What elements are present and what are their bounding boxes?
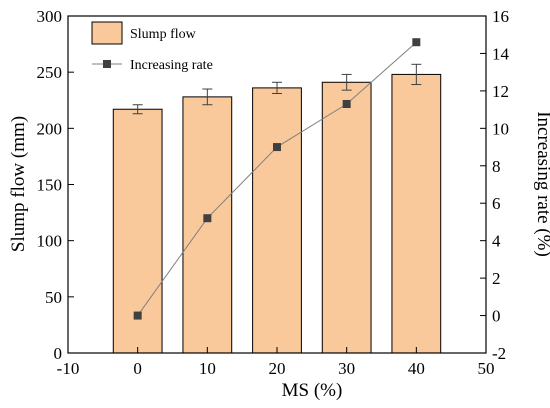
- legend-label-slump-flow: Slump flow: [130, 27, 197, 42]
- y-right-tick-label: 12: [492, 82, 509, 101]
- x-axis-label: MS (%): [282, 380, 343, 401]
- y-right-tick-label: 6: [492, 194, 501, 213]
- point-increasing-rate: [412, 38, 421, 47]
- bars-layer: [112, 73, 442, 354]
- y-left-tick-label: 200: [37, 119, 63, 138]
- y-right-tick-label: 14: [492, 44, 510, 63]
- x-tick-label: 40: [408, 359, 425, 378]
- bar-slump-flow: [182, 96, 233, 354]
- y-right-tick-label: 10: [492, 119, 509, 138]
- y-left-tick-label: 250: [37, 63, 63, 82]
- legend-marker-increasing-rate: [103, 60, 111, 68]
- error-bars-layer: [132, 63, 422, 115]
- x-tick-label: 10: [199, 359, 216, 378]
- y-right-tick-label: 2: [492, 269, 501, 288]
- y-left-tick-label: 150: [37, 176, 63, 195]
- y-left-tick-label: 100: [37, 232, 63, 251]
- bar-slump-flow: [391, 73, 442, 354]
- y-right-tick-label: 4: [492, 232, 501, 251]
- x-tick-label: 20: [269, 359, 286, 378]
- legend: Slump flow Increasing rate: [91, 21, 213, 73]
- point-increasing-rate: [342, 99, 351, 108]
- x-tick-label: 30: [338, 359, 355, 378]
- y-left-tick-label: 50: [45, 288, 62, 307]
- y-right-tick-label: -2: [492, 344, 506, 363]
- y-axis-left-label: Slump flow (mm): [8, 116, 29, 252]
- point-increasing-rate: [133, 311, 142, 320]
- legend-label-increasing-rate: Increasing rate: [130, 58, 213, 73]
- rate-line-layer: [133, 38, 421, 320]
- y-left-tick-label: 0: [54, 344, 63, 363]
- bar-slump-flow: [321, 81, 372, 354]
- legend-swatch-slump-flow: [91, 21, 123, 45]
- axis-ticks-layer: -10 0 10 20 30 40 50050100150200250300-2024681…: [37, 7, 510, 378]
- bar-slump-flow: [252, 87, 302, 354]
- x-tick-label: -10: [57, 359, 80, 378]
- x-tick-label: 0: [133, 359, 142, 378]
- y-left-tick-label: 300: [37, 7, 63, 26]
- y-axis-right-label: Increasing rate (%): [533, 111, 550, 257]
- y-right-tick-label: 0: [492, 307, 501, 326]
- y-right-tick-label: 16: [492, 7, 509, 26]
- y-right-tick-label: 8: [492, 157, 501, 176]
- point-increasing-rate: [203, 214, 212, 223]
- point-increasing-rate: [273, 143, 281, 152]
- x-tick-label: 50: [478, 359, 495, 378]
